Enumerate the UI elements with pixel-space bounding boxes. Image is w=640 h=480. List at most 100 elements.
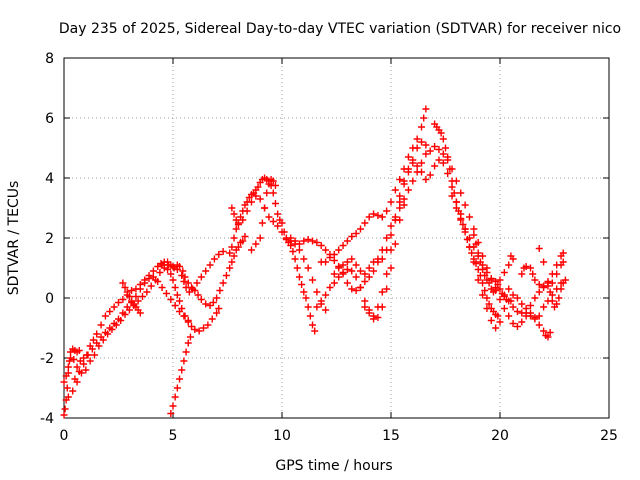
data-point	[232, 225, 240, 233]
data-point	[479, 291, 487, 299]
data-point	[136, 309, 144, 317]
data-point	[200, 324, 208, 332]
data-point	[145, 275, 153, 282]
data-point	[93, 330, 101, 338]
data-point	[234, 221, 242, 228]
data-point	[444, 170, 452, 177]
data-point	[206, 261, 214, 269]
data-point	[339, 242, 347, 249]
data-point	[274, 210, 282, 218]
data-point	[123, 303, 131, 311]
data-point	[69, 387, 77, 395]
data-point	[134, 297, 142, 305]
data-point	[559, 249, 567, 257]
data-point	[496, 318, 504, 326]
data-point	[167, 296, 175, 303]
data-point	[435, 156, 443, 164]
data-point	[304, 303, 312, 311]
data-point	[426, 171, 434, 179]
data-point	[483, 294, 491, 302]
data-point	[400, 165, 408, 173]
data-point	[335, 273, 343, 281]
data-point	[418, 159, 426, 167]
data-point	[256, 195, 264, 203]
data-point	[448, 177, 456, 185]
x-tick-label: 15	[382, 428, 400, 444]
data-point	[82, 366, 90, 374]
data-point	[176, 308, 184, 315]
x-tick-label: 10	[273, 428, 291, 444]
data-point	[540, 303, 548, 311]
data-point	[505, 312, 513, 320]
data-point	[141, 279, 149, 287]
data-point	[461, 225, 469, 233]
data-point	[505, 261, 513, 269]
data-point	[254, 183, 262, 191]
data-point	[195, 327, 203, 335]
data-point	[404, 153, 412, 161]
data-point	[274, 222, 282, 230]
data-point	[522, 305, 530, 312]
data-point	[513, 308, 521, 315]
data-point	[348, 233, 356, 240]
y-tick-label: -2	[40, 351, 54, 367]
data-point	[413, 162, 421, 170]
data-point	[470, 225, 478, 233]
data-point	[93, 339, 101, 347]
data-point	[180, 312, 188, 320]
data-point	[60, 378, 68, 386]
data-point	[557, 285, 565, 293]
data-point	[295, 273, 303, 281]
data-point	[470, 231, 478, 239]
data-point	[348, 285, 356, 293]
data-point	[180, 357, 188, 365]
data-point	[431, 162, 439, 170]
data-point	[561, 276, 569, 284]
y-tick-label: 4	[45, 171, 54, 187]
data-point	[110, 303, 118, 311]
chart-title: Day 235 of 2025, Sidereal Day-to-day VTE…	[59, 21, 621, 37]
data-point	[426, 147, 434, 155]
data-point	[293, 264, 301, 272]
data-point	[418, 168, 426, 176]
data-point	[219, 279, 227, 287]
data-point	[180, 278, 188, 285]
data-point	[439, 159, 447, 167]
data-point	[459, 221, 467, 228]
data-point	[70, 356, 78, 363]
data-point	[149, 267, 157, 275]
data-point	[487, 275, 495, 282]
data-point	[540, 327, 548, 335]
data-point	[535, 312, 543, 320]
data-point	[361, 303, 369, 311]
data-point	[298, 281, 306, 288]
data-point	[191, 326, 199, 333]
data-point	[383, 234, 391, 242]
data-point	[194, 291, 202, 299]
data-point	[171, 302, 179, 309]
data-point	[322, 306, 330, 314]
data-point	[422, 141, 430, 149]
data-point	[138, 293, 146, 300]
y-tick-label: 0	[45, 291, 54, 307]
data-point	[439, 135, 447, 143]
data-point	[295, 240, 303, 248]
data-point	[422, 105, 430, 113]
data-point	[505, 285, 513, 293]
data-point	[378, 288, 386, 296]
data-point	[391, 240, 399, 248]
data-point	[448, 183, 456, 191]
data-point	[75, 347, 83, 354]
data-point	[64, 363, 72, 371]
data-point	[197, 273, 205, 281]
x-axis-label: GPS time / hours	[275, 458, 392, 474]
data-point	[378, 303, 386, 311]
data-point	[167, 410, 175, 417]
x-tick-label: 5	[169, 428, 178, 444]
data-point	[208, 315, 216, 323]
data-point	[348, 255, 356, 263]
x-tick-label: 0	[60, 428, 69, 444]
data-point	[518, 318, 526, 326]
x-tick-label: 20	[491, 428, 509, 444]
